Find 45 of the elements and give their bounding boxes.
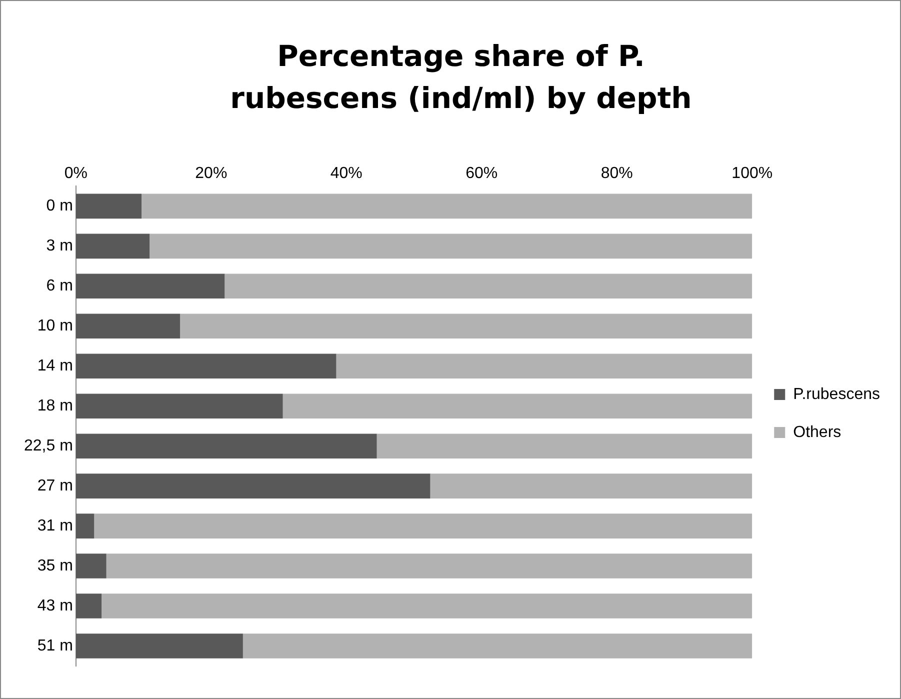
bar — [76, 354, 336, 379]
legend-label: Others — [793, 424, 842, 441]
bar — [76, 314, 180, 339]
bar — [242, 634, 752, 658]
y-tick-label: 6 m — [46, 278, 73, 295]
bar — [336, 354, 752, 379]
x-tick-label: 40% — [330, 165, 362, 182]
x-tick-label: 80% — [600, 165, 633, 182]
bar — [150, 234, 752, 259]
bar — [180, 314, 752, 339]
bar — [94, 514, 752, 538]
x-tick-label: 100% — [732, 165, 773, 182]
bar — [76, 554, 106, 578]
x-tick-label: 20% — [195, 165, 228, 182]
bar — [76, 234, 150, 259]
y-tick-label: 27 m — [37, 477, 73, 494]
y-tick-label: 31 m — [37, 517, 73, 534]
y-tick-label: 35 m — [37, 557, 73, 574]
y-tick-label: 43 m — [37, 597, 73, 614]
bar — [76, 194, 142, 219]
bar — [376, 434, 752, 458]
y-tick-label: 14 m — [37, 358, 73, 375]
bar — [76, 394, 283, 419]
bar — [76, 434, 377, 458]
legend-label: P.rubescens — [793, 386, 880, 403]
y-tick-label: 3 m — [46, 238, 73, 255]
y-tick-label: 0 m — [46, 198, 73, 215]
chart-title: Percentage share of P. rubescens (ind/ml) by depth — [229, 38, 693, 117]
bar — [102, 594, 752, 618]
y-tick-label: 10 m — [37, 318, 73, 335]
y-tick-label: 22,5 m — [24, 438, 73, 454]
bar — [76, 594, 102, 618]
x-tick-label: 60% — [466, 165, 498, 182]
y-tick-label: 18 m — [37, 398, 73, 415]
x-tick-label: 0% — [64, 165, 88, 182]
bar — [224, 274, 752, 299]
y-tick-label: 51 m — [37, 637, 73, 654]
bar — [106, 554, 752, 578]
bar — [76, 634, 243, 658]
bar — [282, 394, 752, 419]
bar — [430, 474, 752, 498]
bar — [142, 194, 752, 219]
bar — [76, 514, 94, 538]
bar — [76, 274, 225, 299]
bar — [76, 474, 430, 498]
